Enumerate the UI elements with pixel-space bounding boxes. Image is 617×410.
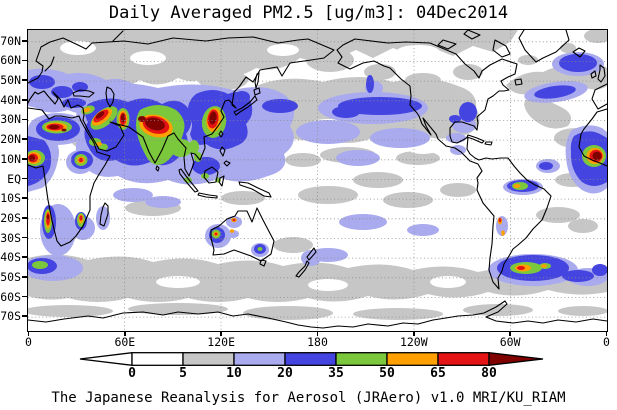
lat-tick [22, 40, 27, 42]
lat-tick-label: 40N [0, 92, 21, 107]
lat-tick-label: 60N [0, 53, 21, 68]
lon-tick-label: 120W [399, 335, 428, 349]
lat-tick [22, 79, 27, 81]
figure-title: Daily Averaged PM2.5 [ug/m3]: 04Dec2014 [108, 3, 509, 23]
colorbar-overflow-arrow [488, 352, 544, 366]
lon-tick-label: 0 [25, 335, 32, 349]
lon-tick-label: 120E [207, 335, 235, 349]
lat-tick-label: 70N [0, 33, 21, 48]
colorbar-level-label: 20 [277, 366, 293, 381]
lat-tick-label: 50N [0, 73, 21, 88]
colorbar-level-label: 5 [179, 366, 187, 381]
colorbar-level-label: 65 [430, 366, 446, 381]
lat-tick [22, 158, 27, 160]
lat-tick [22, 118, 27, 121]
lat-tick [22, 197, 27, 199]
colorbar-shape [79, 352, 544, 366]
lat-tick-label: 20N [0, 132, 21, 147]
lat-tick [22, 276, 27, 278]
colorbar-level-label: 0 [128, 366, 136, 381]
lat-tick [22, 217, 27, 219]
lon-tick [316, 331, 319, 336]
map-panel [27, 29, 608, 332]
colorbar-level-label: 80 [481, 366, 497, 381]
figure-caption: The Japanese Reanalysis for Aerosol (JRA… [51, 390, 566, 406]
lon-tick-label: 0 [603, 335, 610, 349]
lat-tick [22, 295, 27, 298]
lon-tick [27, 331, 30, 336]
colorbar-level-label: 10 [226, 366, 242, 381]
lon-tick [220, 331, 222, 336]
lat-tick [22, 256, 27, 258]
lat-tick-label: 10N [0, 151, 21, 166]
lat-tick [22, 315, 27, 317]
lat-tick-label: 50S [0, 269, 21, 284]
lat-tick [22, 236, 27, 239]
lat-tick-label: 40S [0, 250, 21, 265]
lat-tick-label: EQ [7, 171, 21, 186]
colorbar: 0 5 10 20 35 50 65 80 [78, 352, 547, 384]
lat-tick-label: 20S [0, 210, 21, 225]
lon-tick-label: 180 [307, 335, 328, 349]
lat-tick [22, 138, 27, 140]
coastlines [28, 30, 607, 329]
lat-tick [22, 99, 27, 101]
lat-tick-label: 30S [0, 230, 21, 245]
lat-tick-label: 10S [0, 191, 21, 206]
lon-tick-label: 60W [499, 335, 521, 349]
colorbar-level-label: 35 [328, 366, 344, 381]
lon-tick [413, 331, 415, 336]
lon-tick-label: 60E [114, 335, 136, 349]
lat-tick-label: 60S [0, 289, 21, 304]
colorbar-labels: 0 5 10 20 35 50 65 80 [78, 352, 547, 384]
lat-tick [22, 59, 27, 62]
lon-tick [605, 331, 608, 336]
lat-tick [22, 177, 27, 180]
lon-tick [509, 331, 511, 336]
world-map-canvas [28, 30, 607, 331]
colorbar-level-label: 50 [379, 366, 395, 381]
lon-tick [124, 331, 126, 336]
lat-tick-label: 30N [0, 112, 21, 127]
lat-tick-label: 70S [0, 309, 21, 324]
